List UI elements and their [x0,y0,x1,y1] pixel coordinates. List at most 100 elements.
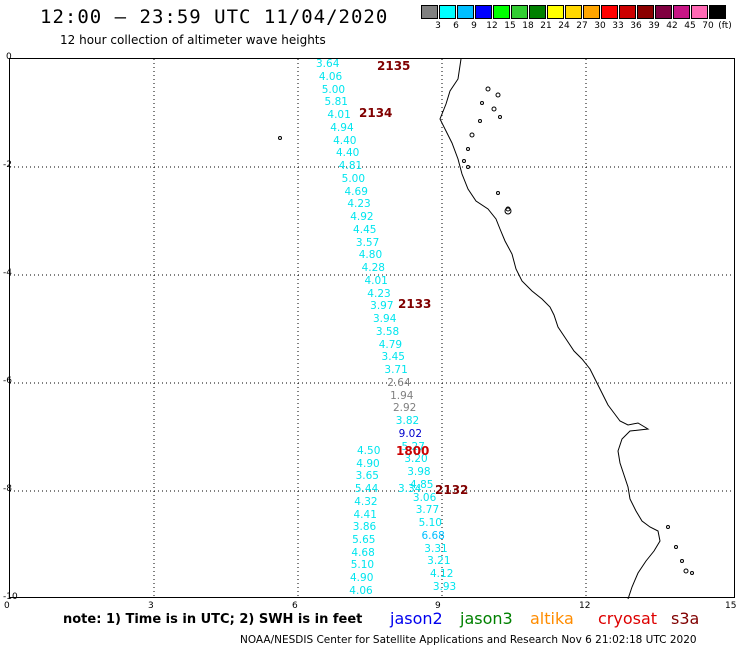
wave-height-value: 4.40 [335,147,360,160]
pass-label: 2133 [398,297,432,311]
y-axis-tick: -6 [3,376,12,386]
wave-height-value: 4.41 [353,508,377,521]
color-scale-label: 36 [630,21,642,31]
wave-height-value: 3.65 [355,470,379,483]
wave-height-value: 4.01 [327,109,351,121]
wave-height-value: 6.68 [421,529,445,542]
wave-height-value: 5.00 [321,83,346,96]
map-canvas [10,59,736,599]
color-scale-label: 45 [684,21,696,31]
wave-height-value: 3.06 [412,491,437,504]
wave-height-value: 4.12 [430,568,454,580]
wave-height-value: 4.23 [367,287,391,300]
wave-height-value: 4.32 [354,495,378,508]
wave-height-value: 4.45 [353,223,377,236]
color-scale-label: 70 [702,21,714,31]
color-scale-label: 12 [486,21,498,31]
wave-height-value: 5.44 [354,483,379,496]
color-scale-unit: (ft) [718,21,732,31]
note-text: note: 1) Time is in UTC; 2) SWH is in fe… [63,612,363,627]
x-axis-tick: 6 [292,601,298,611]
legend-s3a: s3a [671,609,700,628]
color-swatch [421,5,438,19]
color-scale-label: 18 [522,21,534,31]
wave-height-value: 4.80 [358,249,383,262]
color-swatch [547,5,564,19]
y-axis-tick: -8 [3,484,12,494]
color-scale-label: 33 [612,21,624,31]
wave-height-value: 3.31 [424,542,448,555]
color-scale-label: 21 [540,21,552,31]
wave-height-value: 3.45 [381,351,405,364]
map-frame [9,58,736,599]
wave-height-value: 3.64 [316,58,340,70]
wave-height-value: 4.06 [318,70,343,83]
wave-height-value: 5.65 [352,533,376,546]
wave-height-value: 4.68 [351,546,375,559]
wave-height-value: 3.77 [415,504,440,517]
color-swatch [709,5,726,19]
wave-height-value: 5.81 [324,96,348,109]
color-swatch [655,5,672,19]
color-swatch [529,5,546,19]
pass-label: 2135 [377,59,411,73]
wave-height-value: 5.27 [401,440,425,453]
pass-label: 2134 [359,106,393,120]
color-swatch [511,5,528,19]
wave-height-value: 4.50 [357,445,381,457]
x-axis-tick: 9 [435,601,441,611]
footer-credit: NOAA/NESDIS Center for Satellite Applica… [240,634,697,646]
coastline [439,59,661,599]
wave-height-value: 4.23 [347,198,371,211]
wave-height-value: 5.10 [418,517,442,529]
legend-jason3: jason3 [460,609,513,628]
islands [278,86,694,575]
color-scale-label: 9 [471,21,477,31]
color-swatch [637,5,654,19]
wave-height-value: 1.94 [390,389,414,402]
wave-height-value: 3.94 [373,313,397,325]
map-subtitle: 12 hour collection of altimeter wave hei… [60,33,326,47]
y-axis-tick: -10 [3,592,18,602]
color-scale-label: 39 [648,21,660,31]
wave-height-value: 4.92 [350,211,374,223]
wave-height-value: 3.86 [352,521,377,534]
wave-height-value: 3.58 [375,325,400,338]
wave-height-value: 5.10 [350,559,375,572]
wave-height-value: 4.85 [410,478,434,491]
color-swatch [601,5,618,19]
wave-height-value: 3.98 [407,466,431,478]
color-swatch [457,5,474,19]
wave-height-value: 3.57 [355,236,380,249]
grid-lines [10,59,736,599]
wave-height-value: 3.97 [370,300,394,313]
color-scale-label: 27 [576,21,588,31]
y-axis-tick: 0 [6,52,12,62]
color-swatch [673,5,690,19]
wave-height-value: 3.82 [395,415,420,427]
y-axis-tick: -2 [3,160,12,170]
color-swatch [565,5,582,19]
legend-cryosat: cryosat [598,609,658,628]
color-swatch [475,5,492,19]
wave-height-value: 3.93 [432,580,457,593]
wave-height-value: 4.28 [361,262,385,274]
wave-height-value: 4.40 [333,134,357,147]
color-swatch [619,5,636,19]
y-axis-tick: -4 [3,268,12,278]
legend-altika: altika [530,609,574,628]
pass-label: 1800 [396,444,430,458]
wave-height-value: 2.92 [392,402,417,415]
wave-height-value: 4.90 [350,572,374,584]
color-swatch [493,5,510,19]
color-scale-label: 15 [504,21,516,31]
wave-height-value: 3.20 [404,453,428,466]
wave-height-value: 4.90 [356,457,380,470]
legend-jason2: jason2 [390,609,443,628]
x-axis-tick: 15 [725,601,737,611]
x-axis-tick: 3 [148,601,154,611]
map-title: 12:00 – 23:59 UTC 11/04/2020 [40,6,389,28]
wave-height-value: 4.69 [344,185,368,198]
wave-height-value: 3.21 [427,555,451,568]
wave-height-value: 4.01 [364,274,388,287]
